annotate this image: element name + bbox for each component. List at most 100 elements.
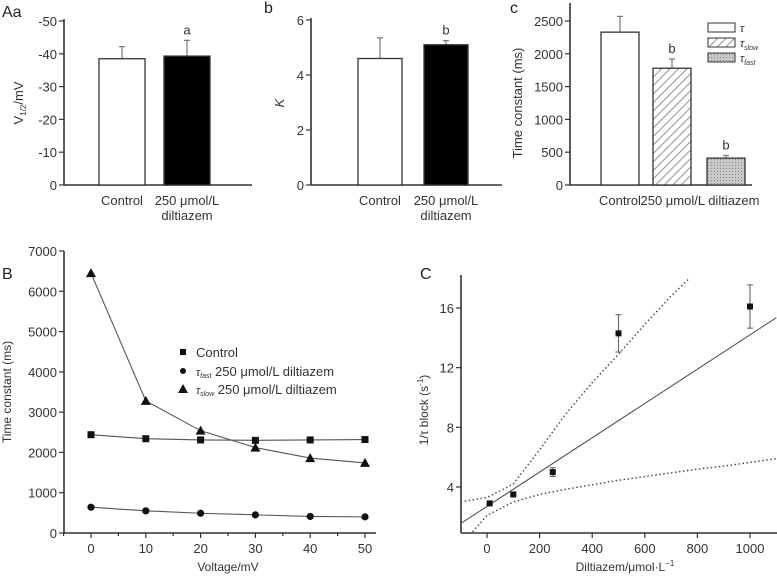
bar — [357, 57, 403, 186]
y-tick-label: -50 — [38, 14, 57, 29]
series-line-square — [90, 434, 366, 441]
y-tick-label: -40 — [38, 47, 57, 62]
x-tick-label: 10 — [139, 541, 153, 556]
x-category-label: Control — [359, 193, 401, 208]
x-category-label: 250 μmol/L — [155, 193, 220, 208]
x-tick-label: 0 — [87, 541, 94, 556]
panel-B-line-chart: Time constant (ms) Voltage/mV 0 1000 2000 3… — [0, 244, 376, 574]
panel-label-Aa: Aa — [2, 4, 22, 21]
legend-sub: fast — [744, 60, 756, 67]
legend-marker-circle — [180, 368, 186, 374]
y-tick-label: 0 — [556, 178, 563, 193]
data-point-square — [361, 436, 369, 444]
x-tick-label: 20 — [193, 541, 207, 556]
y-tick-label: 2500 — [534, 14, 563, 29]
y-tick-label: 0 — [50, 178, 57, 193]
legend-tau: τ — [740, 38, 745, 50]
legend-label: τ — [740, 23, 745, 35]
series-line-triangle — [90, 272, 366, 464]
C-y-axis-label: 1/τ block (s-1) — [416, 375, 431, 446]
x-tick-label: 1000 — [736, 541, 765, 556]
panel-label-B: B — [2, 266, 13, 283]
panel-label-C: C — [420, 266, 432, 283]
x-category-label: Control — [599, 193, 641, 208]
legend-sub: fast — [200, 373, 212, 380]
panel-label-c: c — [510, 0, 518, 17]
y-tick-label: 7000 — [28, 244, 57, 259]
legend-text: 250 μmol/L diltiazem — [214, 382, 337, 397]
c-y-axis-label: Time constant (ms) — [510, 48, 525, 159]
y-tick-label: 6000 — [28, 284, 57, 299]
x-tick-label: 30 — [248, 541, 262, 556]
bar — [423, 44, 469, 186]
data-point-triangle — [86, 268, 96, 278]
significance-label: b — [668, 41, 675, 56]
bar — [98, 58, 146, 186]
confidence-band-upper — [461, 277, 690, 503]
data-point-circle — [251, 511, 259, 519]
B-x-axis-label: Voltage/mV — [197, 560, 258, 574]
x-category-label: 250 μmol/L — [414, 193, 479, 208]
data-point-square — [197, 436, 205, 444]
y-tick-label: 6 — [297, 13, 304, 28]
y-tick-label: -20 — [38, 112, 57, 127]
legend-text: Control — [196, 345, 238, 360]
data-point — [747, 303, 753, 310]
panel-C-scatter-chart: 1/τ block (s-1) Diltiazem/μmol·L−1 4 8 12 1… — [416, 275, 777, 574]
x-tick-label: 200 — [529, 541, 551, 556]
x-category-label: diltiazem — [161, 208, 212, 223]
x-category-label: 250 μmol/L diltiazem — [640, 193, 759, 208]
data-point — [615, 330, 622, 337]
data-point-triangle — [360, 457, 370, 467]
bar-τ — [600, 31, 640, 186]
significance-label: b — [442, 23, 449, 38]
legend-sub: slow — [200, 391, 215, 398]
data-point-square — [142, 435, 150, 443]
bar — [163, 55, 211, 186]
x-category-label: Control — [101, 193, 143, 208]
data-point-square — [251, 436, 259, 444]
y-tick-label: 16 — [440, 301, 454, 316]
data-point — [486, 500, 493, 507]
aa-y-axis-label: V1/2/mV — [11, 81, 28, 124]
x-tick-label: 40 — [303, 541, 317, 556]
y-tick-label: 4 — [447, 480, 454, 495]
data-point-circle — [87, 503, 95, 511]
legend-tau: τ — [740, 23, 745, 35]
y-tick-label: 2 — [297, 123, 304, 138]
x-tick-label: 800 — [687, 541, 709, 556]
y-tick-label: 1000 — [534, 112, 563, 127]
x-tick-label: 600 — [634, 541, 656, 556]
y-tick-label: 1000 — [28, 486, 57, 501]
data-point-circle — [142, 507, 150, 515]
data-point-square — [87, 431, 95, 439]
C-x-axis-label: Diltiazem/μmol·L−1 — [576, 559, 675, 574]
legend-swatch — [707, 22, 736, 33]
legend-sub: slow — [744, 45, 759, 52]
y-tick-label: 3000 — [28, 405, 57, 420]
y-tick-label: 5000 — [28, 325, 57, 340]
y-tick-label: 12 — [440, 361, 454, 376]
confidence-band-lower — [472, 457, 777, 533]
x-category-label: diltiazem — [420, 208, 471, 223]
legend-tau: τ — [740, 53, 745, 65]
legend-label: τfast 250 μmol/L diltiazem — [196, 364, 334, 380]
data-point-triangle — [250, 442, 261, 452]
y-tick-label: -30 — [38, 80, 57, 95]
bar-τfast — [706, 157, 746, 186]
data-point-triangle — [195, 425, 206, 435]
panel-c-bar-chart: Time constant (ms) 0 500 1000 1500 2000 2500 b… — [510, 3, 760, 208]
y-tick-label: 500 — [541, 145, 563, 160]
data-point — [510, 491, 517, 498]
B-y-axis-label: Time constant (ms) — [0, 341, 14, 443]
panel-label-b: b — [264, 0, 273, 17]
data-point-circle — [361, 513, 369, 521]
y-tick-label: 4000 — [28, 365, 57, 380]
data-point-circle — [306, 512, 314, 521]
data-point-circle — [197, 509, 205, 517]
plot-area — [461, 277, 777, 533]
panel-aa-bar-chart: V1/2/mV 0 -10 -20 -30 -40 -50 Control a 250 μmol… — [11, 14, 252, 223]
series-line-circle — [90, 506, 366, 518]
